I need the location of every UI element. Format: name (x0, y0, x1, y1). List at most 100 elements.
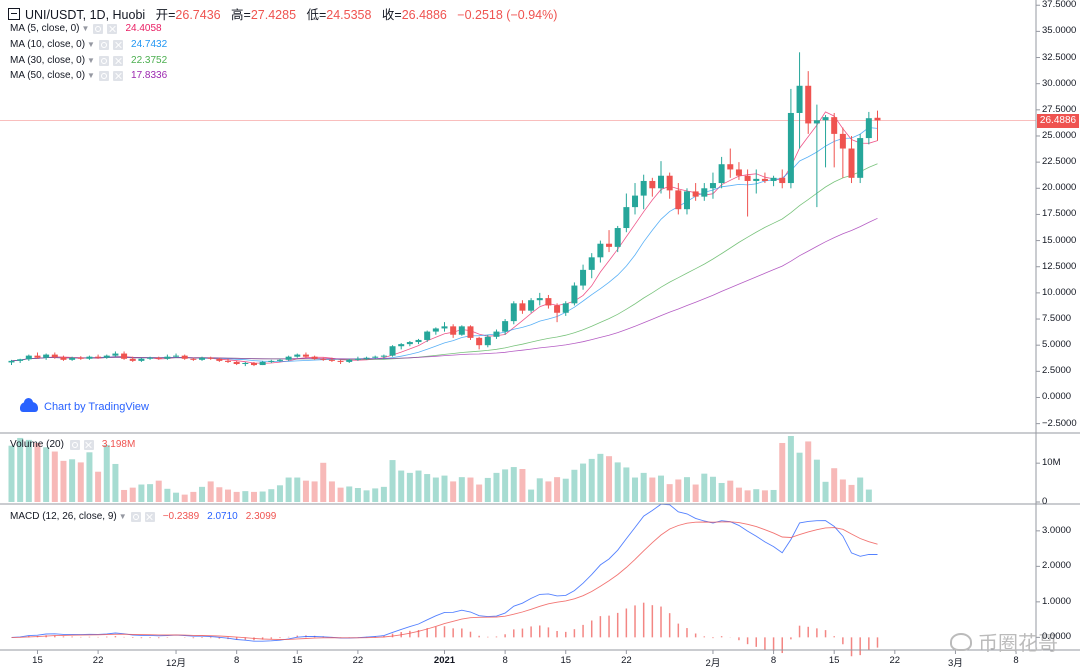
candle (432, 327, 439, 335)
settings-icon[interactable] (99, 55, 110, 66)
settings-icon[interactable] (99, 39, 110, 50)
candle (510, 301, 517, 325)
candle-body (207, 357, 214, 359)
change-value: −0.2518 (−0.94%) (457, 8, 558, 22)
open-value: 26.7436 (175, 8, 221, 22)
candle (536, 292, 543, 306)
candle (528, 298, 535, 313)
candle-body (588, 257, 595, 270)
candle (121, 351, 128, 360)
candle (173, 353, 180, 358)
volume-bar (597, 453, 604, 502)
ma30-legend[interactable]: MA (30, close, 0) ▼ 22.3752 (10, 55, 167, 66)
symbol-label[interactable]: UNI/USDT, 1D, Huobi (25, 8, 146, 22)
volume-bar (138, 484, 145, 502)
time-tick-label: 2月 (705, 658, 721, 669)
time-tick-label: 15 (291, 655, 303, 666)
volume-bar (276, 485, 283, 502)
candle-body (432, 328, 439, 332)
chevron-down-icon[interactable]: ▼ (118, 512, 127, 521)
chevron-down-icon[interactable]: ▼ (87, 56, 95, 65)
candle (199, 356, 206, 361)
close-icon[interactable] (113, 55, 124, 66)
candle (588, 253, 595, 279)
macd-tick-label: 2.0000 (1042, 560, 1072, 572)
candle-body (155, 357, 162, 359)
candle (441, 322, 448, 332)
chevron-down-icon[interactable]: ▼ (87, 71, 95, 80)
volume-bar (268, 489, 275, 502)
chevron-down-icon[interactable]: ▼ (81, 24, 90, 33)
candle-body (606, 243, 613, 247)
candle (874, 110, 881, 141)
volume-bar (285, 477, 292, 502)
price-tick-label: 20.0000 (1042, 182, 1077, 194)
volume-bar (493, 472, 500, 502)
settings-icon[interactable] (69, 439, 80, 450)
time-tick-label: 22 (889, 655, 901, 666)
close-value: 26.4886 (401, 8, 447, 22)
price-tick-label: 27.5000 (1042, 103, 1077, 115)
price-tick-label: 5.0000 (1042, 339, 1072, 351)
volume-bar (121, 489, 128, 502)
close-icon[interactable] (83, 439, 94, 450)
close-icon[interactable] (113, 70, 124, 81)
candle-body (805, 85, 812, 124)
chevron-down-icon[interactable]: ▼ (87, 40, 95, 49)
candle-body (372, 356, 379, 358)
candle (294, 353, 301, 358)
volume-bar (190, 491, 197, 502)
volume-legend[interactable]: Volume (20) 3.198M (10, 439, 135, 450)
candle-body (147, 357, 154, 359)
volume-bar (857, 477, 864, 502)
candle-body (597, 243, 604, 258)
candle-body (51, 354, 58, 358)
volume-bar (199, 486, 206, 502)
tradingview-brand-link[interactable]: Chart by TradingView (20, 398, 149, 413)
candle (822, 115, 829, 168)
ma50-legend[interactable]: MA (50, close, 0) ▼ 17.8336 (10, 70, 167, 81)
high-value: 27.4285 (250, 8, 297, 22)
settings-icon[interactable] (130, 511, 141, 522)
volume-bar (302, 480, 309, 502)
macd-hist-value: −0.2389 (162, 511, 200, 522)
candle-body (34, 355, 41, 358)
candle-body (623, 207, 630, 229)
candle-body (727, 164, 734, 170)
macd-tick-label: 3.0000 (1042, 524, 1072, 536)
macd-legend[interactable]: MACD (12, 26, close, 9) ▼ −0.2389 2.0710 … (10, 511, 276, 522)
candle (839, 127, 846, 178)
close-icon[interactable] (144, 511, 155, 522)
close-icon[interactable] (113, 39, 124, 50)
candle (60, 355, 67, 361)
high-label: 高= (231, 8, 251, 22)
ma5-legend[interactable]: MA (5, close, 0) ▼ 24.4058 (10, 23, 162, 34)
settings-icon[interactable] (99, 70, 110, 81)
ma10-legend[interactable]: MA (10, close, 0) ▼ 24.7432 (10, 39, 167, 50)
candle-body (181, 355, 188, 359)
chart-header: UNI/USDT, 1D, Huobi 开=26.7436 高=27.4285 … (8, 4, 557, 23)
candle (554, 303, 561, 323)
time-tick-label: 8 (1013, 655, 1019, 666)
candle (164, 354, 171, 360)
candle (666, 172, 673, 199)
collapse-icon[interactable] (8, 8, 20, 20)
candle (276, 358, 283, 362)
candle-body (225, 360, 231, 362)
volume-tick-label: 10M (1042, 457, 1061, 469)
settings-icon[interactable] (93, 23, 104, 34)
candle (658, 161, 664, 194)
volume-bar (562, 478, 569, 502)
candle (848, 135, 855, 184)
volume-bar (320, 462, 327, 502)
price-tick-label: 15.0000 (1042, 234, 1077, 246)
volume-bar (259, 491, 266, 502)
close-icon[interactable] (107, 23, 118, 34)
candle-body (865, 118, 872, 139)
volume-bar (129, 487, 136, 502)
candle-body (354, 358, 361, 360)
candlestick-series (8, 52, 881, 367)
candle-body (701, 188, 708, 197)
volume-bar (8, 445, 15, 502)
